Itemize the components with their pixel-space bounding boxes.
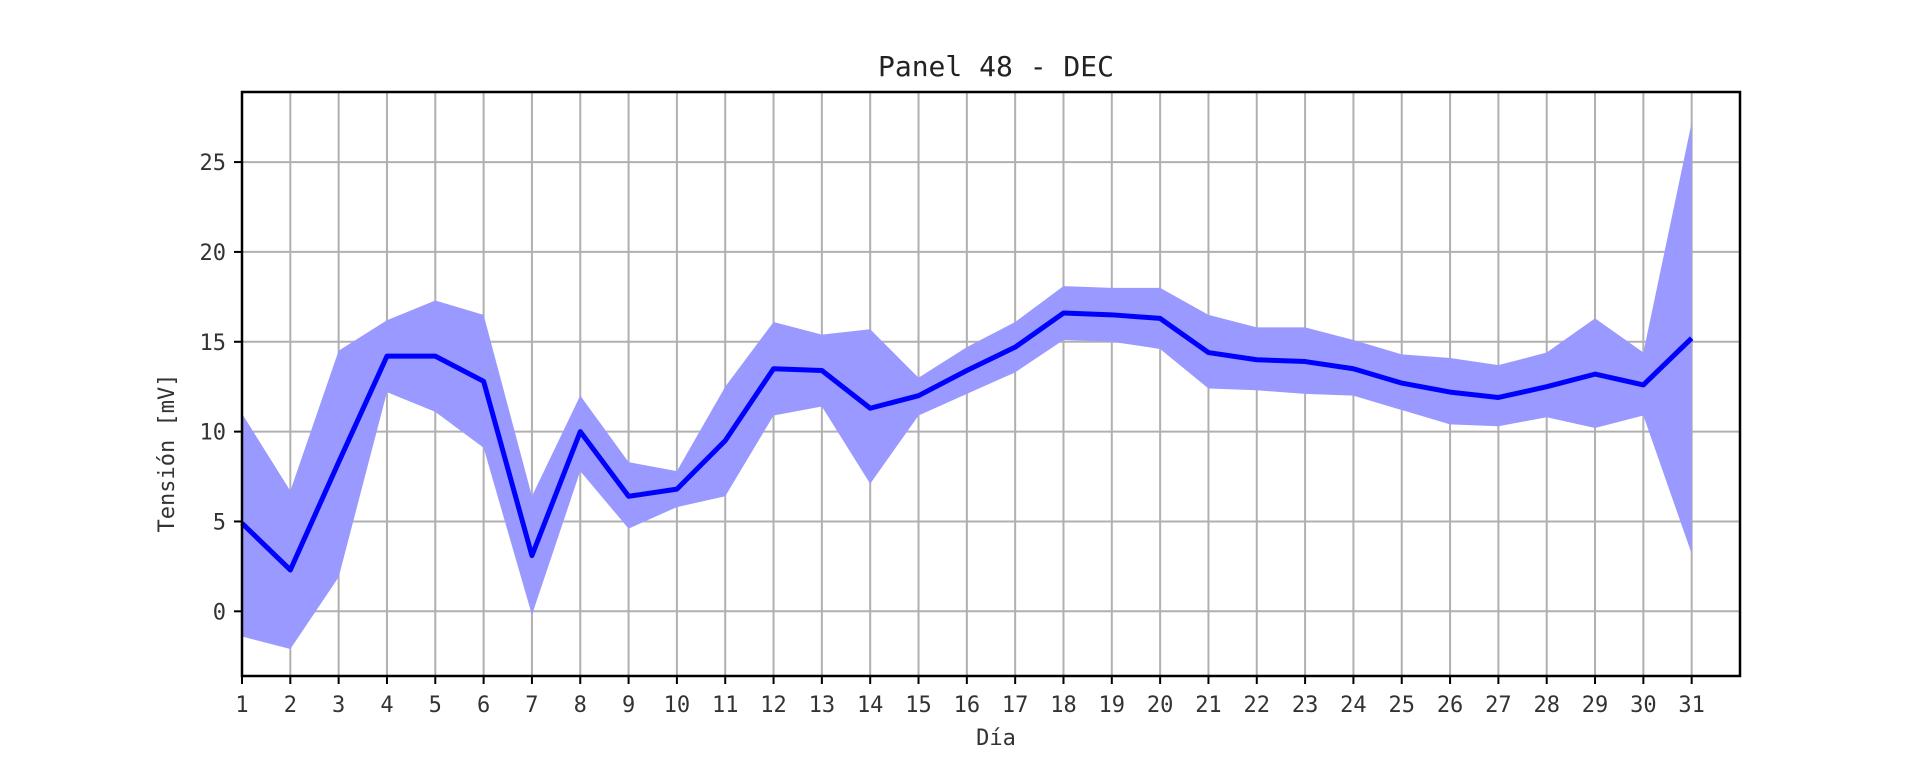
y-tick-label: 25: [200, 151, 227, 176]
chart-title: Panel 48 - DEC: [878, 50, 1114, 83]
x-tick-label: 1: [235, 693, 248, 718]
x-tick-label: 23: [1292, 693, 1319, 718]
x-tick-label: 7: [525, 693, 538, 718]
y-tick-label: 20: [200, 241, 227, 266]
x-tick-label: 19: [1099, 693, 1126, 718]
x-tick-label: 2: [284, 693, 297, 718]
y-tick-label: 5: [213, 510, 226, 535]
band-layer: [242, 122, 1692, 650]
x-tick-label: 11: [712, 693, 739, 718]
x-tick-label: 12: [760, 693, 787, 718]
x-tick-label: 14: [857, 693, 884, 718]
x-tick-label: 10: [664, 693, 691, 718]
x-tick-label: 17: [1002, 693, 1029, 718]
x-tick-label: 25: [1388, 693, 1415, 718]
confidence-band: [242, 122, 1692, 650]
x-tick-label: 6: [477, 693, 490, 718]
x-tick-label: 29: [1582, 693, 1609, 718]
x-tick-label: 13: [809, 693, 836, 718]
x-tick-label: 24: [1340, 693, 1367, 718]
x-tick-label: 20: [1147, 693, 1174, 718]
plot-frame: [240, 90, 1742, 678]
x-tick-label: 26: [1437, 693, 1464, 718]
series-line: [240, 310, 1694, 573]
x-axis-label: Día: [976, 726, 1016, 751]
x-tick-label: 8: [574, 693, 587, 718]
x-tick-label: 3: [332, 693, 345, 718]
y-tick-label: 0: [213, 600, 226, 625]
y-tick-label: 15: [200, 331, 227, 356]
x-tick-label: 30: [1630, 693, 1657, 718]
y-axis-label: Tensión [mV]: [155, 374, 180, 533]
y-tick-label: 10: [200, 421, 227, 446]
x-tick-label: 5: [429, 693, 442, 718]
x-tick-label: 15: [905, 693, 932, 718]
x-tick-label: 9: [622, 693, 635, 718]
axes: 1 2 3 4 5 6 7 8 9 10 11 12 13 14 15 16 17 18 19 20 21 22 23 24 2…: [200, 90, 1742, 718]
x-tick-label: 18: [1050, 693, 1077, 718]
x-tick-label: 28: [1533, 693, 1560, 718]
x-tick-label: 27: [1485, 693, 1512, 718]
x-tick-label: 4: [380, 693, 393, 718]
x-tick-label: 21: [1195, 693, 1222, 718]
line-layer: [240, 310, 1694, 573]
x-tick-label: 16: [954, 693, 981, 718]
x-tick-label: 22: [1244, 693, 1271, 718]
x-tick-label: 31: [1678, 693, 1705, 718]
